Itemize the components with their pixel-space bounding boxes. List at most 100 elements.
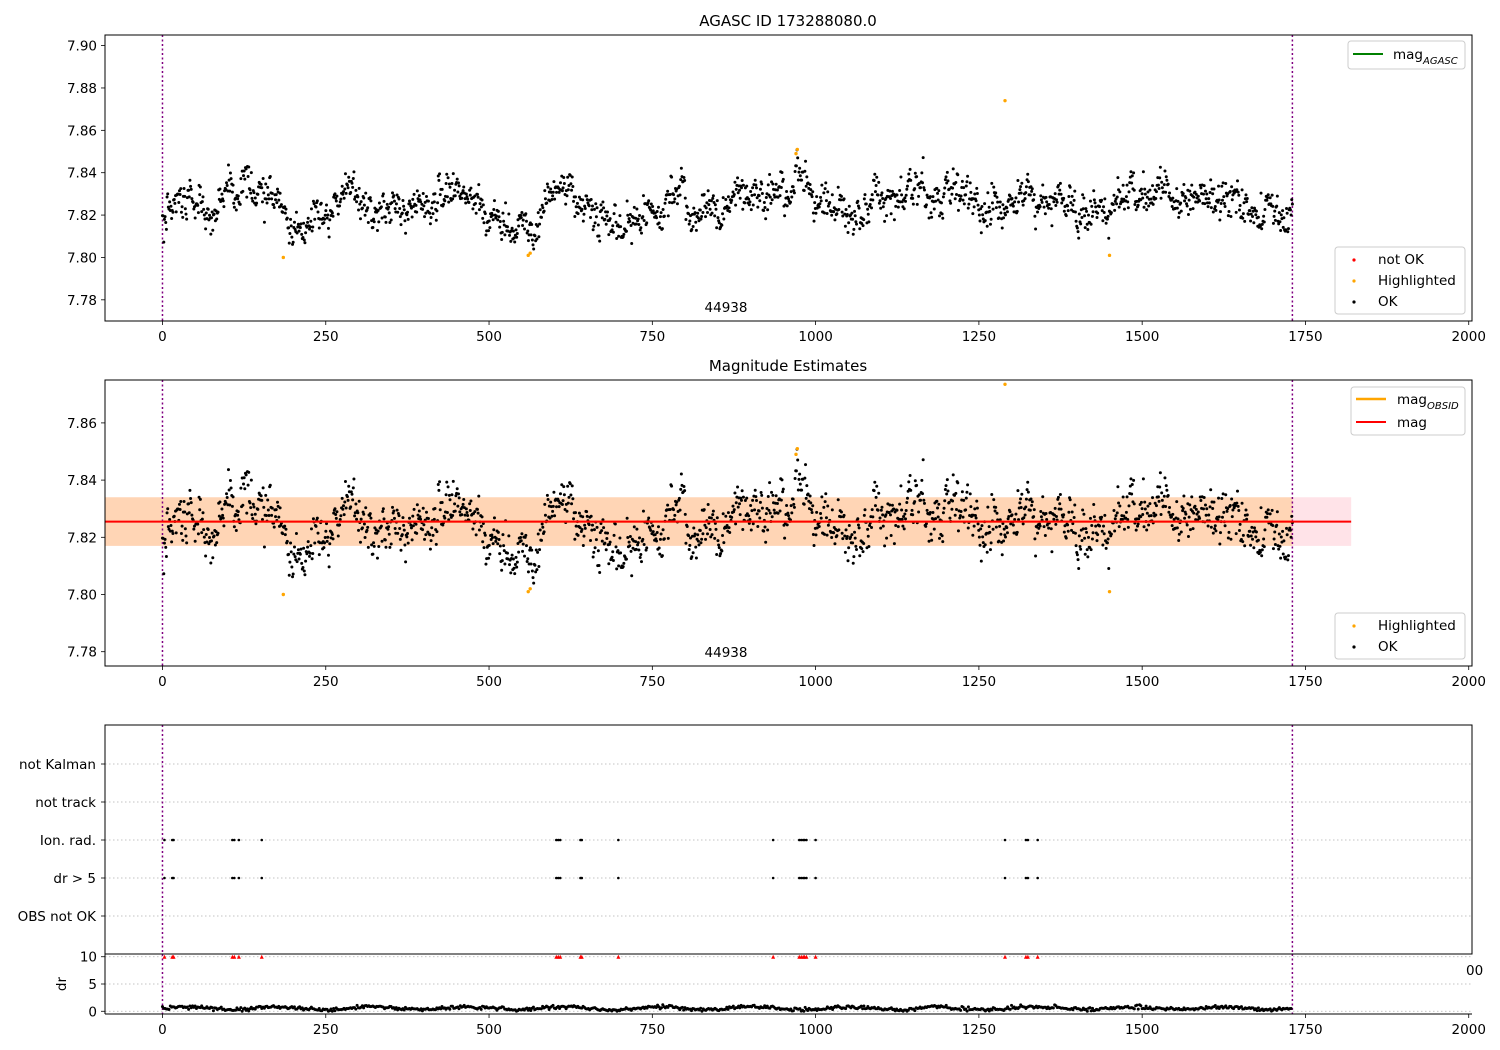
ok-point	[405, 535, 409, 539]
ok-point	[845, 212, 849, 216]
ok-point	[406, 541, 410, 545]
ok-point	[1002, 207, 1006, 211]
ok-point	[627, 217, 631, 221]
ok-point	[943, 186, 947, 190]
ok-point	[1187, 515, 1191, 519]
ok-point	[626, 213, 630, 217]
highlighted-point	[1003, 382, 1007, 386]
highlighted-point	[526, 589, 530, 594]
ok-point	[768, 511, 772, 515]
ok-point	[921, 181, 925, 185]
ok-point	[1271, 221, 1275, 225]
x-tick-label: 250	[313, 329, 339, 345]
ok-point	[422, 523, 426, 527]
ok-point	[243, 177, 247, 181]
ok-point	[325, 539, 329, 543]
ok-point	[871, 515, 875, 519]
ok-point	[573, 537, 577, 541]
ok-point	[310, 557, 314, 561]
ok-point	[1219, 201, 1223, 205]
ok-point	[583, 204, 587, 208]
ok-point	[1167, 510, 1171, 514]
panel-agasc-marks	[160, 35, 1294, 321]
ok-point	[966, 174, 970, 178]
ok-point	[1019, 191, 1023, 195]
ok-point	[1228, 503, 1232, 507]
ok-point	[174, 210, 178, 214]
ok-point	[1024, 505, 1028, 509]
ok-point	[501, 533, 505, 537]
ok-point	[1247, 534, 1251, 538]
ok-point	[1117, 501, 1121, 505]
ok-point	[608, 540, 612, 544]
ok-point	[809, 188, 813, 192]
ok-point	[444, 493, 448, 497]
ok-point	[842, 197, 846, 201]
ok-point	[366, 545, 370, 549]
ok-point	[551, 194, 555, 198]
ok-point	[1053, 192, 1057, 196]
ok-point	[903, 196, 907, 200]
ok-point	[822, 505, 826, 509]
ok-point	[1141, 477, 1145, 481]
ok-point	[907, 480, 911, 484]
flag-point	[231, 876, 234, 880]
ok-point	[890, 189, 894, 193]
ok-point	[228, 503, 232, 507]
ok-point	[844, 208, 848, 212]
ok-point	[289, 550, 293, 554]
ok-point	[275, 500, 279, 504]
ok-point	[772, 508, 776, 512]
ok-point	[1177, 211, 1181, 215]
ok-point	[1130, 492, 1134, 496]
ok-point	[162, 572, 166, 576]
ok-point	[428, 211, 432, 215]
ok-point	[447, 493, 451, 497]
ok-point	[474, 202, 478, 206]
flag-point	[771, 838, 775, 842]
ok-point	[855, 222, 859, 226]
ok-point	[753, 193, 757, 197]
ok-point	[1121, 183, 1125, 187]
ok-point	[606, 531, 610, 535]
ok-point	[169, 204, 173, 208]
ok-point	[163, 537, 167, 541]
panel-magnitude-legend-bottom: Highlighted OK	[1334, 612, 1466, 660]
ok-point	[810, 195, 814, 199]
ok-point	[1171, 196, 1175, 200]
ok-point	[597, 234, 601, 238]
ok-point	[1007, 515, 1011, 519]
ok-point	[447, 518, 451, 522]
ok-point	[461, 189, 465, 193]
ok-point	[788, 200, 792, 204]
ok-point	[1145, 208, 1149, 212]
ok-point	[338, 204, 342, 208]
ok-point	[972, 205, 976, 209]
ok-point	[536, 550, 540, 554]
ok-point	[1050, 550, 1054, 554]
dr-point	[1268, 1007, 1272, 1011]
ok-point	[1243, 544, 1247, 548]
ok-point	[721, 512, 725, 516]
ok-point	[283, 205, 287, 209]
ok-point	[839, 198, 843, 202]
ok-point	[392, 509, 396, 513]
ok-point	[817, 205, 821, 209]
ok-point	[1086, 228, 1090, 232]
ok-point	[956, 173, 960, 177]
ok-point	[1245, 196, 1249, 200]
ok-point	[322, 546, 326, 550]
ok-point	[267, 197, 271, 201]
ok-point	[441, 202, 445, 206]
ok-point	[770, 515, 774, 519]
ok-point	[1056, 183, 1060, 187]
ok-point	[1112, 509, 1116, 513]
ok-point	[290, 235, 294, 239]
ok-point	[306, 540, 310, 544]
ok-point	[683, 196, 687, 200]
ok-point	[398, 526, 402, 530]
ok-point	[311, 517, 315, 521]
ok-point	[458, 194, 462, 198]
ok-point	[937, 189, 941, 193]
x-tick-label: 1250	[962, 1022, 996, 1038]
